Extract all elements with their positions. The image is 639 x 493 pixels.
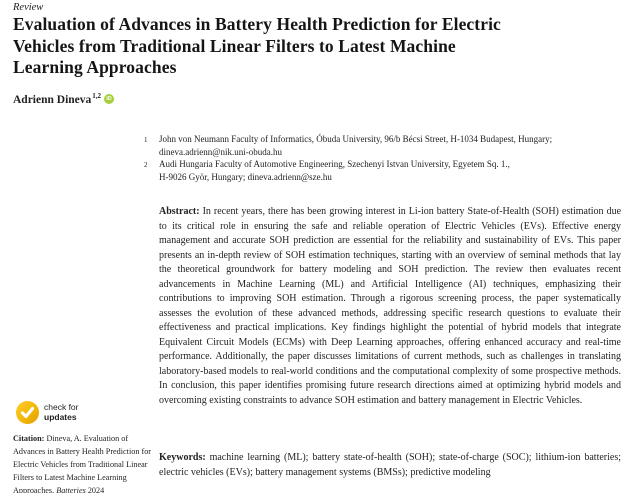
citation-year: 2024: [87, 486, 105, 493]
check-for-updates-label: check for updates: [44, 402, 79, 422]
check-circle-icon: [16, 401, 39, 424]
citation-label: Citation:: [13, 434, 45, 443]
affiliation-line: dineva.adrienn@nik.uni-obuda.hu: [159, 146, 283, 157]
badge-line-2: updates: [44, 411, 77, 422]
affiliation-marker: 2: [144, 161, 148, 169]
badge-line-1: check for: [44, 402, 79, 412]
title-line-2: Vehicles from Traditional Linear Filters…: [13, 35, 456, 56]
keywords: Keywords: machine learning (ML); battery…: [159, 451, 621, 480]
abstract: Abstract: In recent years, there has bee…: [159, 205, 621, 408]
affiliations: 1 John von Neumann Faculty of Informatic…: [144, 133, 626, 183]
affiliation-line: John von Neumann Faculty of Informatics,…: [159, 134, 553, 144]
orcid-icon[interactable]: [104, 93, 115, 104]
citation-journal-name: Batteries: [56, 486, 86, 493]
author-line: Adrienn Dineva1,2: [13, 92, 115, 106]
author-name: Adrienn Dineva: [13, 93, 92, 106]
abstract-text: In recent years, there has been growing …: [159, 206, 622, 406]
affiliation-text: Audi Hungaria Faculty of Automotive Engi…: [159, 158, 510, 183]
title-line-1: Evaluation of Advances in Battery Health…: [13, 14, 501, 34]
title-line-3: Learning Approaches: [13, 57, 177, 77]
affiliation-entry: 1 John von Neumann Faculty of Informatic…: [144, 133, 626, 158]
author-affiliation-marks: 1,2: [92, 92, 102, 100]
keywords-text: machine learning (ML); battery state-of-…: [159, 452, 622, 478]
affiliation-text: John von Neumann Faculty of Informatics,…: [159, 133, 552, 158]
affiliation-line: H-9026 Györ, Hungary; dineva.adrienn@sze…: [159, 171, 332, 182]
affiliation-line: Audi Hungaria Faculty of Automotive Engi…: [159, 159, 510, 169]
citation: Citation: Dineva, A. Evaluation of Advan…: [13, 432, 151, 493]
section-label: Review: [13, 2, 44, 13]
check-for-updates-badge[interactable]: check for updates: [16, 401, 79, 424]
paper-title: Evaluation of Advances in Battery Health…: [13, 14, 623, 79]
citation-body: Dineva, A. Evaluation of Advances in Bat…: [13, 434, 152, 493]
affiliation-marker: 1: [144, 136, 148, 144]
affiliation-entry: 2 Audi Hungaria Faculty of Automotive En…: [144, 158, 626, 183]
keywords-label: Keywords:: [159, 452, 206, 463]
abstract-label: Abstract:: [159, 206, 200, 217]
